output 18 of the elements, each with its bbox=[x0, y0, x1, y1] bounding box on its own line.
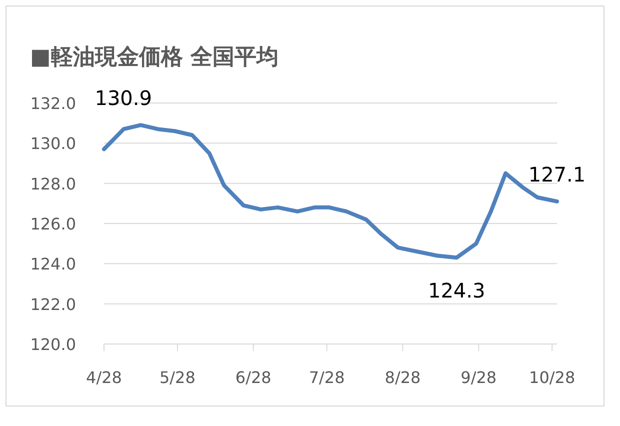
annotation: 124.3 bbox=[428, 278, 486, 303]
y-tick-label: 132.0 bbox=[30, 94, 76, 113]
annotation: 127.1 bbox=[528, 162, 586, 186]
y-tick-label: 126.0 bbox=[30, 214, 76, 234]
x-tick-label: 7/28 bbox=[308, 368, 345, 387]
y-tick-label: 122.0 bbox=[30, 294, 76, 314]
y-tick-label: 120.0 bbox=[30, 335, 76, 354]
y-tick-label: 124.0 bbox=[30, 254, 76, 274]
y-tick-label: 130.0 bbox=[30, 134, 76, 154]
x-tick-label: 10/28 bbox=[529, 368, 576, 387]
y-tick-label: 128.0 bbox=[30, 174, 76, 194]
x-tick-label: 9/28 bbox=[460, 368, 497, 387]
x-tick-label: 5/28 bbox=[159, 368, 196, 387]
x-tick-label: 6/28 bbox=[235, 368, 272, 387]
title: ■軽油現金価格 全国平均 bbox=[30, 45, 278, 70]
x-tick-label: 8/28 bbox=[384, 368, 421, 387]
annotation: 130.9 bbox=[94, 86, 152, 110]
x-tick-label: 4/28 bbox=[86, 368, 122, 387]
